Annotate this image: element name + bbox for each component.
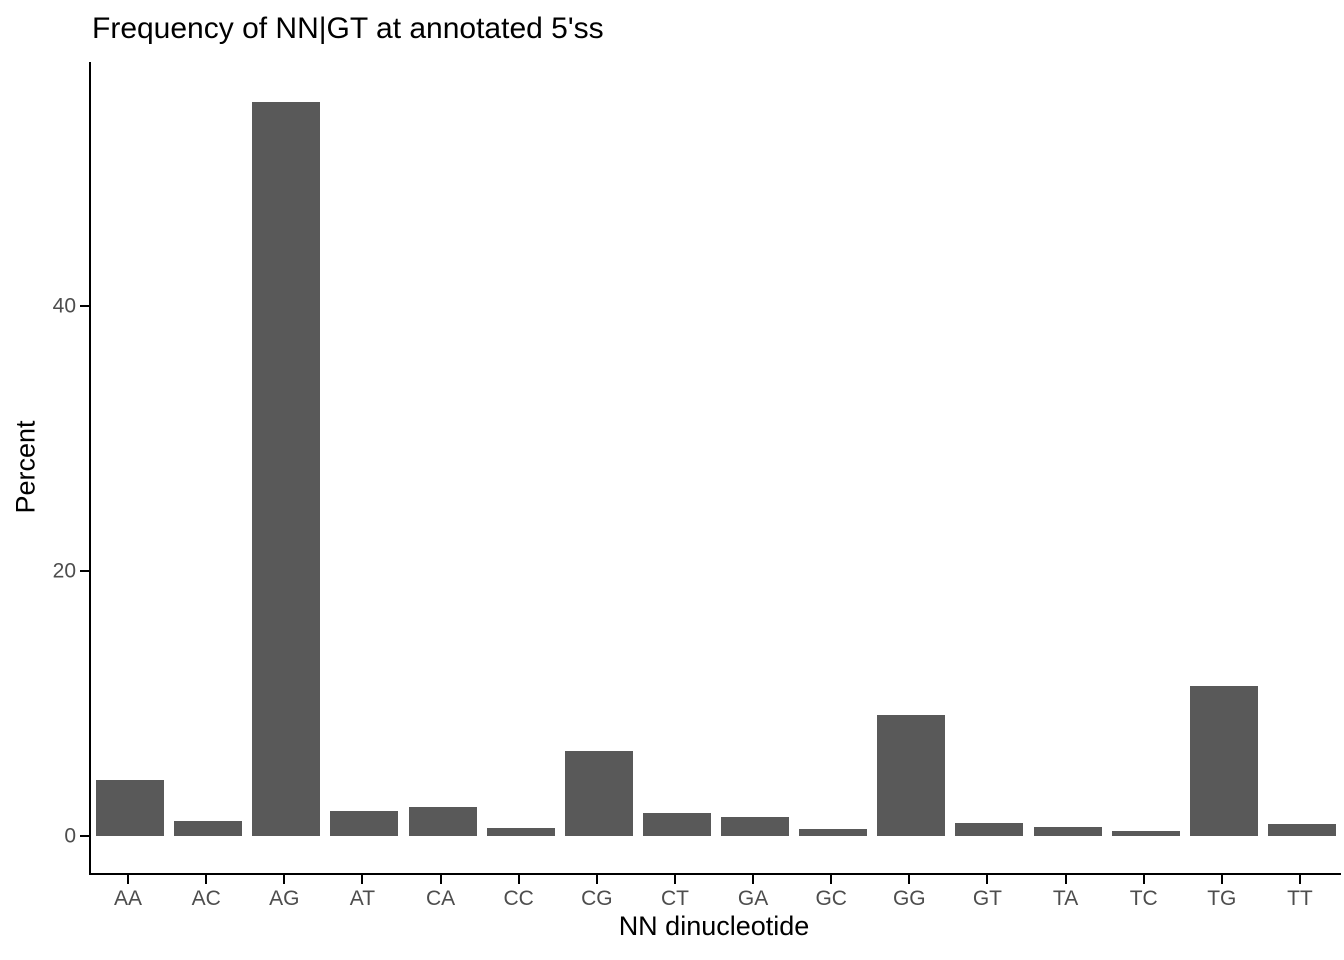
x-tick-TT: TT — [1261, 875, 1339, 910]
x-tick-label-CA: CA — [425, 887, 456, 910]
bar-slot-CC — [482, 62, 560, 873]
bar-AG — [252, 101, 321, 836]
x-tick-mark-TG — [1220, 875, 1223, 884]
bar-CT — [642, 813, 711, 836]
x-tick-mark-TC — [1142, 875, 1145, 884]
x-tick-label-TT: TT — [1287, 887, 1313, 910]
x-tick-TC: TC — [1105, 875, 1183, 910]
chart-title: Frequency of NN|GT at annotated 5'ss — [92, 12, 604, 45]
bar-slot-TG — [1185, 62, 1263, 873]
x-tick-label-GC: GC — [815, 887, 847, 910]
x-tick-mark-AA — [127, 875, 130, 884]
bar-slot-CA — [404, 62, 482, 873]
x-tick-CA: CA — [402, 875, 480, 910]
x-tick-label-GG: GG — [892, 887, 926, 910]
bar-TT — [1267, 823, 1336, 836]
x-tick-label-TG: TG — [1207, 887, 1237, 910]
y-tick-label-0: 0 — [64, 824, 76, 848]
bar-AC — [174, 821, 243, 836]
bar-slot-GG — [872, 62, 950, 873]
x-tick-AT: AT — [323, 875, 401, 910]
bar-slot-GC — [794, 62, 872, 873]
x-tick-GC: GC — [792, 875, 870, 910]
x-tick-mark-AG — [283, 875, 286, 884]
x-tick-mark-CT — [673, 875, 676, 884]
x-tick-label-GT: GT — [972, 887, 1003, 910]
x-tick-CT: CT — [636, 875, 714, 910]
x-tick-mark-CC — [517, 875, 520, 884]
bar-slot-AT — [325, 62, 403, 873]
x-tick-mark-GG — [908, 875, 911, 884]
bar-slot-AG — [247, 62, 325, 873]
bar-GT — [955, 822, 1024, 836]
x-tick-TA: TA — [1027, 875, 1105, 910]
bar-slot-AA — [91, 62, 169, 873]
bar-GG — [877, 715, 946, 836]
bar-CA — [408, 806, 477, 836]
bar-slot-TC — [1107, 62, 1185, 873]
x-tick-mark-TA — [1064, 875, 1067, 884]
bar-slot-CT — [638, 62, 716, 873]
bars-container — [91, 62, 1341, 873]
x-tick-mark-CG — [595, 875, 598, 884]
x-tick-mark-GT — [986, 875, 989, 884]
y-tick-label-40: 40 — [52, 294, 76, 318]
y-tick-mark-40 — [80, 304, 89, 307]
bar-slot-CG — [560, 62, 638, 873]
x-axis-title: NN dinucleotide — [618, 911, 810, 941]
x-tick-AG: AG — [245, 875, 323, 910]
x-tick-mark-GA — [752, 875, 755, 884]
y-tick-label-20: 20 — [52, 559, 76, 583]
x-tick-label-AC: AC — [191, 887, 221, 910]
x-tick-GA: GA — [714, 875, 792, 910]
bar-slot-AC — [169, 62, 247, 873]
x-tick-label-TA: TA — [1052, 887, 1079, 910]
x-tick-CC: CC — [480, 875, 558, 910]
x-tick-label-CC: CC — [503, 887, 534, 910]
x-tick-mark-AT — [361, 875, 364, 884]
x-tick-mark-CA — [439, 875, 442, 884]
x-tick-mark-GC — [830, 875, 833, 884]
x-tick-label-CG: CG — [581, 887, 613, 910]
x-tick-GG: GG — [870, 875, 948, 910]
x-tick-mark-TT — [1298, 875, 1301, 884]
bar-GC — [799, 829, 868, 836]
bar-CG — [564, 751, 633, 836]
x-tick-label-AG: AG — [269, 887, 300, 910]
x-tick-label-TC: TC — [1129, 887, 1158, 910]
bar-slot-TT — [1263, 62, 1341, 873]
bar-slot-GA — [716, 62, 794, 873]
bar-AT — [330, 810, 399, 836]
x-axis-ticks: AA AC AG AT CA CC CG CT GA GC GG GT TA TC TG TT — [89, 875, 1339, 910]
bar-slot-GT — [950, 62, 1028, 873]
bar-slot-TA — [1029, 62, 1107, 873]
x-tick-GT: GT — [948, 875, 1026, 910]
x-tick-AA: AA — [89, 875, 167, 910]
bar-TA — [1033, 826, 1102, 836]
y-tick-mark-0 — [80, 834, 89, 837]
x-tick-CG: CG — [558, 875, 636, 910]
bar-AA — [96, 780, 165, 836]
x-tick-mark-AC — [205, 875, 208, 884]
bar-CC — [486, 827, 555, 836]
bar-GA — [721, 817, 790, 836]
x-tick-label-CT: CT — [660, 887, 689, 910]
x-tick-AC: AC — [167, 875, 245, 910]
x-tick-label-GA: GA — [737, 887, 769, 910]
bar-TC — [1111, 830, 1180, 836]
x-tick-label-AT: AT — [349, 887, 376, 910]
bar-TG — [1189, 686, 1258, 836]
x-tick-label-AA: AA — [114, 887, 143, 910]
plot-panel — [89, 62, 1341, 875]
y-tick-mark-20 — [80, 569, 89, 572]
x-tick-TG: TG — [1183, 875, 1261, 910]
y-axis-title: Percent — [10, 420, 41, 514]
